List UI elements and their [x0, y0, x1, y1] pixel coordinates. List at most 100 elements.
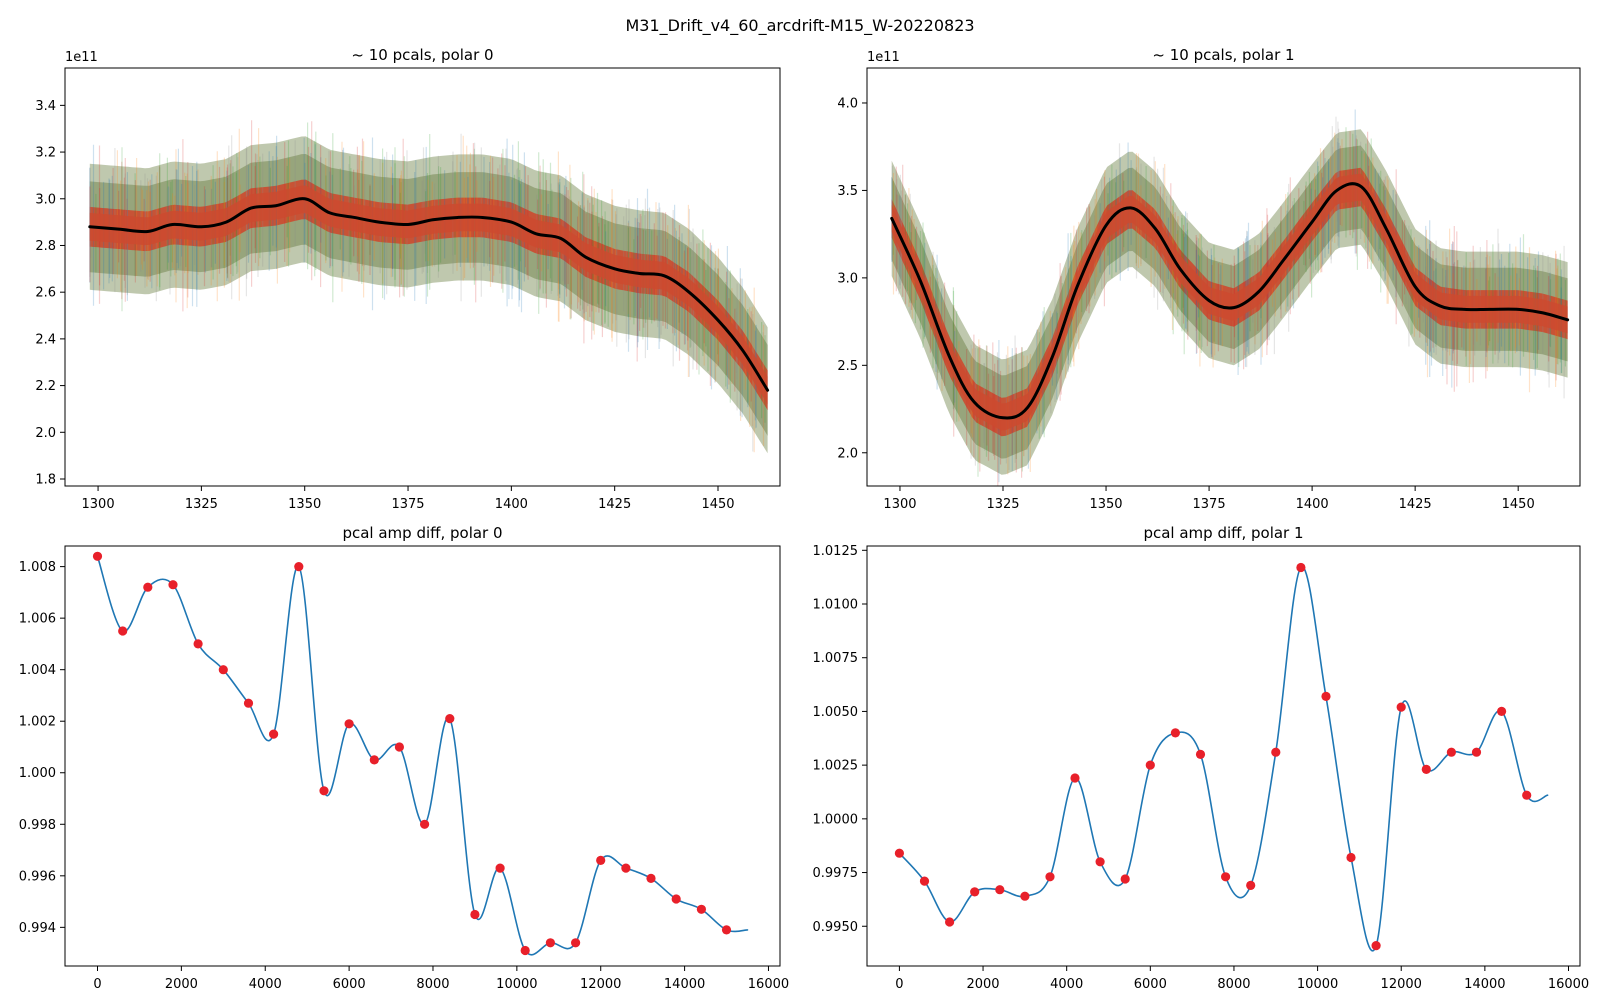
y-tick-label: 0.998 [19, 818, 56, 833]
x-tick-label: 1325 [185, 497, 218, 512]
x-tick-label: 1325 [986, 497, 1019, 512]
data-point [1095, 857, 1105, 867]
x-tick-label: 6000 [333, 977, 366, 992]
y-tick-label: 0.9975 [813, 866, 859, 881]
chart-panel-pcal-polar-1: 1300 1325 1350 1375 1400 1425 1450 2.0 2.5 3.0 3.5… [837, 46, 1581, 512]
y-tick-label: 2.0 [837, 446, 858, 461]
data-point [495, 863, 505, 873]
plot-area [894, 562, 1549, 952]
x-tick-label: 10000 [1297, 977, 1338, 992]
plot-area [92, 551, 749, 956]
x-tick-label: 0 [895, 977, 903, 992]
data-point [1120, 874, 1130, 884]
y-tick-label: 2.4 [35, 332, 56, 347]
chart-panel-pcal-polar-0: 1300 1325 1350 1375 1400 1425 1450 1.8 2.0 2.2 2.4… [35, 46, 781, 512]
data-point [369, 755, 379, 765]
y-tick-label: 1.006 [19, 612, 56, 627]
axes-frame [64, 545, 781, 967]
x-tick-label: 8000 [416, 977, 449, 992]
noise-band-core-inner [891, 173, 1568, 431]
x-tick-label: 10000 [496, 977, 537, 992]
data-point [696, 904, 707, 914]
data-point [1471, 747, 1482, 757]
y-tick-label: 0.994 [19, 921, 56, 936]
data-point [919, 876, 930, 886]
y-tick-label: 0.996 [19, 869, 56, 884]
amp-diff-line [96, 555, 749, 956]
y-tick-label: 1.0125 [813, 544, 859, 559]
amp-diff-line [898, 566, 1549, 952]
data-point [1271, 747, 1281, 757]
x-tick-label: 1375 [391, 497, 424, 512]
y-tick-label: 0.9950 [813, 920, 859, 935]
y-tick-label: 1.8 [35, 472, 56, 487]
data-point [118, 626, 128, 636]
axes-frame [866, 67, 1581, 487]
x-tick-label: 1400 [495, 497, 528, 512]
x-tick-label: 1425 [1399, 497, 1432, 512]
data-point [92, 551, 103, 561]
data-point [193, 639, 203, 649]
data-point [1321, 691, 1331, 702]
x-tick-label: 1400 [1296, 497, 1329, 512]
x-tick-label: 14000 [664, 977, 705, 992]
data-point [1170, 728, 1180, 738]
data-point [143, 582, 153, 592]
x-tick-label: 12000 [1381, 977, 1422, 992]
data-point [1371, 941, 1381, 951]
x-tick-label: 14000 [1464, 977, 1505, 992]
data-point [319, 786, 329, 796]
data-point [394, 742, 404, 752]
x-tick-label: 0 [93, 977, 101, 992]
data-point [894, 848, 905, 858]
data-point [1045, 872, 1055, 882]
y-tick-label: 3.2 [35, 146, 56, 161]
x-tick-label: 1300 [82, 497, 115, 512]
data-point [1020, 891, 1030, 901]
y-tick-label: 2.0 [35, 426, 56, 441]
data-point [1396, 702, 1406, 712]
x-tick-label: 1425 [598, 497, 631, 512]
y-tick-label: 1.004 [19, 663, 56, 678]
x-tick-label: 12000 [580, 977, 621, 992]
x-tick-label: 8000 [1217, 977, 1250, 992]
smoothed-mean-line [88, 197, 770, 392]
y-offset-label: 1e11 [65, 50, 98, 65]
y-tick-label: 1.008 [19, 560, 56, 575]
data-point [1145, 760, 1155, 770]
data-point [520, 945, 530, 956]
x-tick-label: 1450 [1502, 497, 1535, 512]
data-point [596, 855, 606, 866]
chart-panel-amp-diff-polar-1: 0 2000 4000 6000 8000 10000 12000 14000 16000 0.9… [813, 524, 1590, 992]
data-point [1346, 852, 1356, 863]
x-tick-label: 1450 [701, 497, 734, 512]
x-tick-label: 4000 [1050, 977, 1083, 992]
y-tick-label: 3.0 [837, 271, 858, 286]
y-tick-label: 1.002 [19, 715, 56, 730]
data-point [945, 917, 955, 927]
figure-suptitle: M31_Drift_v4_60_arcdrift-M15_W-20220823 [625, 16, 974, 36]
y-tick-label: 3.4 [35, 99, 56, 114]
data-point [1296, 562, 1306, 573]
data-point [1195, 749, 1206, 760]
data-point [1246, 880, 1256, 891]
x-tick-label: 1350 [1089, 497, 1122, 512]
y-tick-label: 3.5 [837, 184, 858, 199]
y-offset-label: 1e11 [867, 50, 900, 65]
y-tick-label: 2.2 [35, 379, 56, 394]
plot-area [88, 120, 770, 454]
y-tick-label: 1.0050 [813, 705, 859, 720]
data-point [420, 819, 430, 829]
y-tick-label: 2.8 [35, 239, 56, 254]
x-tick-label: 16000 [1548, 977, 1589, 992]
data-point [294, 562, 304, 572]
data-point [995, 885, 1005, 895]
smoothed-mean-line [890, 182, 1570, 420]
y-tick-label: 1.0100 [813, 598, 859, 613]
y-tick-label: 1.0025 [813, 759, 859, 774]
data-point [243, 698, 254, 708]
data-point [1221, 872, 1231, 882]
data-point [621, 863, 631, 873]
chart-title: ~ 10 pcals, polar 0 [351, 46, 493, 64]
